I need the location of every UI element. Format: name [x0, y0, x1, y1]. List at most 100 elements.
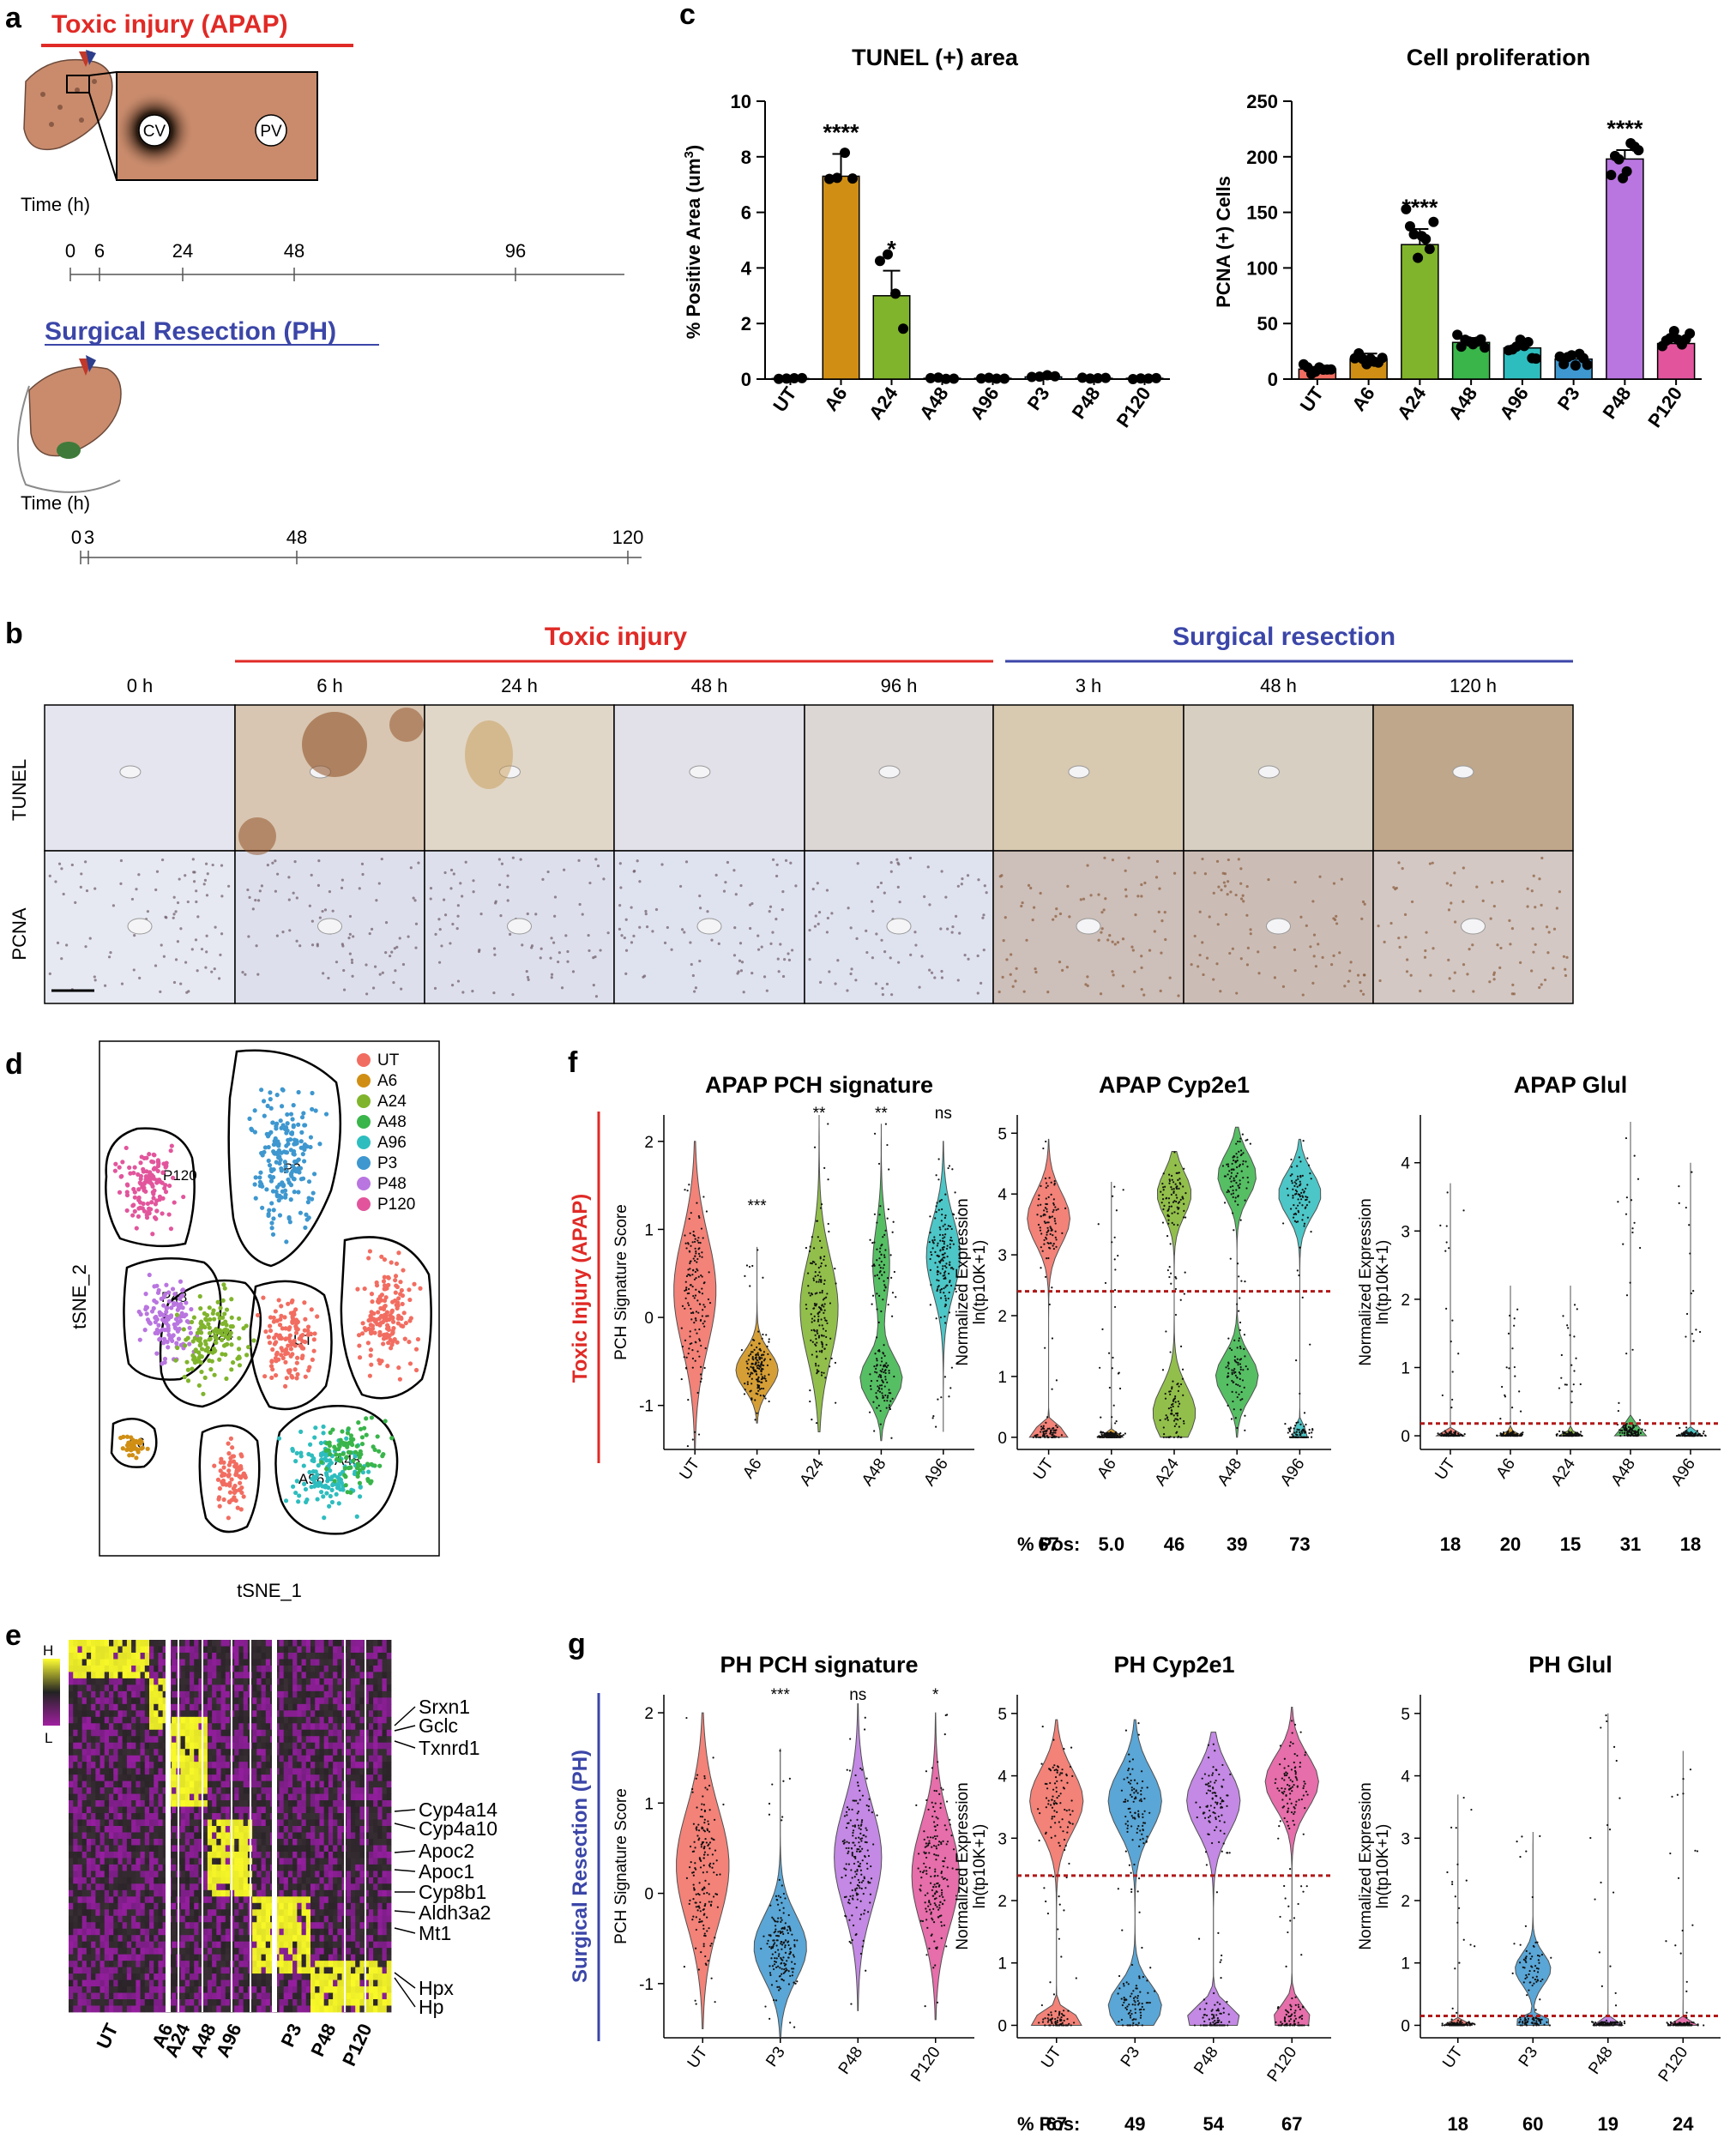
- heatmap-cell: [297, 1697, 302, 1705]
- pcna-nucleus: [889, 870, 893, 873]
- pcna-nucleus: [185, 991, 189, 994]
- pcna-nucleus: [48, 874, 51, 877]
- heatmap-cell: [355, 1838, 360, 1846]
- heatmap-cell: [386, 1646, 392, 1654]
- pcna-nucleus: [200, 948, 204, 951]
- heatmap-cell: [220, 1806, 226, 1814]
- tsne-cell: [180, 1287, 185, 1292]
- heatmap-cell: [81, 1749, 87, 1756]
- heatmap-cell: [216, 1684, 221, 1692]
- pcna-nucleus: [348, 914, 353, 919]
- tsne-cell: [268, 1178, 274, 1184]
- heatmap-cell: [99, 1736, 105, 1744]
- heatmap-cell: [305, 1787, 311, 1794]
- heatmap-cell: [297, 1851, 302, 1859]
- heatmap-cell: [252, 1749, 257, 1756]
- heatmap-cell: [172, 1742, 177, 1750]
- heatmap-cell: [154, 1684, 159, 1692]
- heatmap-cell: [301, 1690, 307, 1698]
- tsne-cell: [396, 1250, 401, 1256]
- pcna-nucleus: [923, 895, 926, 899]
- heatmap-cell: [238, 1742, 244, 1750]
- pcna-nucleus: [710, 938, 714, 942]
- tsne-cell: [359, 1441, 365, 1447]
- pcna-nucleus: [1231, 947, 1234, 950]
- tsne-cell: [350, 1442, 355, 1448]
- tsne-cell: [174, 1341, 179, 1346]
- tunel-data-point: [1050, 371, 1061, 382]
- heatmap-cell: [351, 1749, 356, 1756]
- heatmap-cell: [126, 1819, 132, 1827]
- tsne-cell: [178, 1279, 184, 1284]
- heatmap-cell: [252, 1826, 257, 1833]
- heatmap-cell: [337, 1845, 342, 1853]
- heatmap-cell: [149, 1774, 154, 1782]
- heatmap-cell: [256, 1858, 262, 1865]
- heatmap-cell: [283, 1652, 289, 1660]
- heatmap-cell: [297, 1716, 302, 1724]
- pcna-nucleus: [1111, 970, 1114, 973]
- heatmap-cell: [212, 1659, 217, 1666]
- heatmap-cell: [265, 1780, 271, 1788]
- pcna-nucleus: [373, 965, 377, 968]
- heatmap-cell: [172, 1851, 177, 1859]
- tsne-cell: [366, 1256, 371, 1261]
- heatmap-cell: [162, 1749, 168, 1756]
- heatmap-cell: [283, 1672, 289, 1679]
- tsne-cell: [283, 1164, 288, 1169]
- heatmap-cell: [136, 1768, 141, 1775]
- pcna-nucleus: [1065, 965, 1069, 969]
- heatmap-cell: [91, 1690, 96, 1698]
- heatmap-cell: [220, 1832, 226, 1840]
- pcna-nucleus: [1429, 973, 1432, 977]
- heatmap-cell: [351, 1864, 356, 1871]
- heatmap-cell: [162, 1762, 168, 1769]
- tunel-chart-title: TUNEL (+) area: [852, 45, 1019, 70]
- tsne-cell: [137, 1180, 142, 1185]
- tsne-cell: [379, 1254, 384, 1259]
- tsne-cell: [292, 1367, 298, 1372]
- tsne-cell: [296, 1499, 301, 1504]
- heatmap-cell: [337, 1665, 342, 1672]
- heatmap-cell: [333, 1774, 338, 1782]
- heatmap-cell: [131, 1819, 136, 1827]
- heatmap-cell: [315, 1864, 320, 1871]
- heatmap-cell: [184, 1793, 190, 1801]
- heatmap-cell: [113, 1800, 118, 1807]
- tsne-cell: [253, 1175, 258, 1180]
- heatmap-cell: [86, 1736, 92, 1744]
- tsne-cell: [343, 1483, 348, 1488]
- heatmap-cell: [122, 1762, 128, 1769]
- heatmap-cell: [225, 1749, 231, 1756]
- pcna-nucleus: [618, 927, 622, 931]
- tsne-cell: [246, 1345, 251, 1350]
- tsne-cell: [413, 1367, 419, 1373]
- heatmap-cell: [368, 1716, 374, 1724]
- heatmap-cell: [104, 1826, 110, 1833]
- heatmap-cell: [184, 1678, 190, 1685]
- tsne-cell: [278, 1157, 283, 1162]
- tsne-cell: [317, 1142, 322, 1147]
- heatmap-cell: [81, 1742, 87, 1750]
- pcna-nucleus: [521, 943, 524, 947]
- tsne-cell: [295, 1371, 300, 1377]
- tsne-cell: [266, 1144, 271, 1150]
- heatmap-cell: [315, 1762, 320, 1769]
- pcna-nucleus: [558, 951, 561, 955]
- heatmap-cell: [69, 1742, 74, 1750]
- heatmap-cell: [355, 1652, 360, 1660]
- tsne-cell: [418, 1286, 423, 1291]
- pcna-nucleus: [1245, 884, 1249, 889]
- heatmap-cell: [364, 1672, 370, 1679]
- pcna-nucleus: [401, 962, 406, 967]
- heatmap-cell: [198, 1806, 204, 1814]
- heatmap-cell: [144, 1806, 150, 1814]
- heatmap-cell: [328, 1845, 334, 1853]
- pcna-nucleus: [865, 950, 869, 955]
- pcna-x-label: A6: [1347, 383, 1379, 415]
- heatmap-cell: [319, 1749, 325, 1756]
- legend-label-p120: P120: [377, 1196, 415, 1214]
- pcna-nucleus: [630, 941, 634, 944]
- pcna-nucleus: [1552, 927, 1557, 931]
- pcna-nucleus: [1055, 907, 1058, 911]
